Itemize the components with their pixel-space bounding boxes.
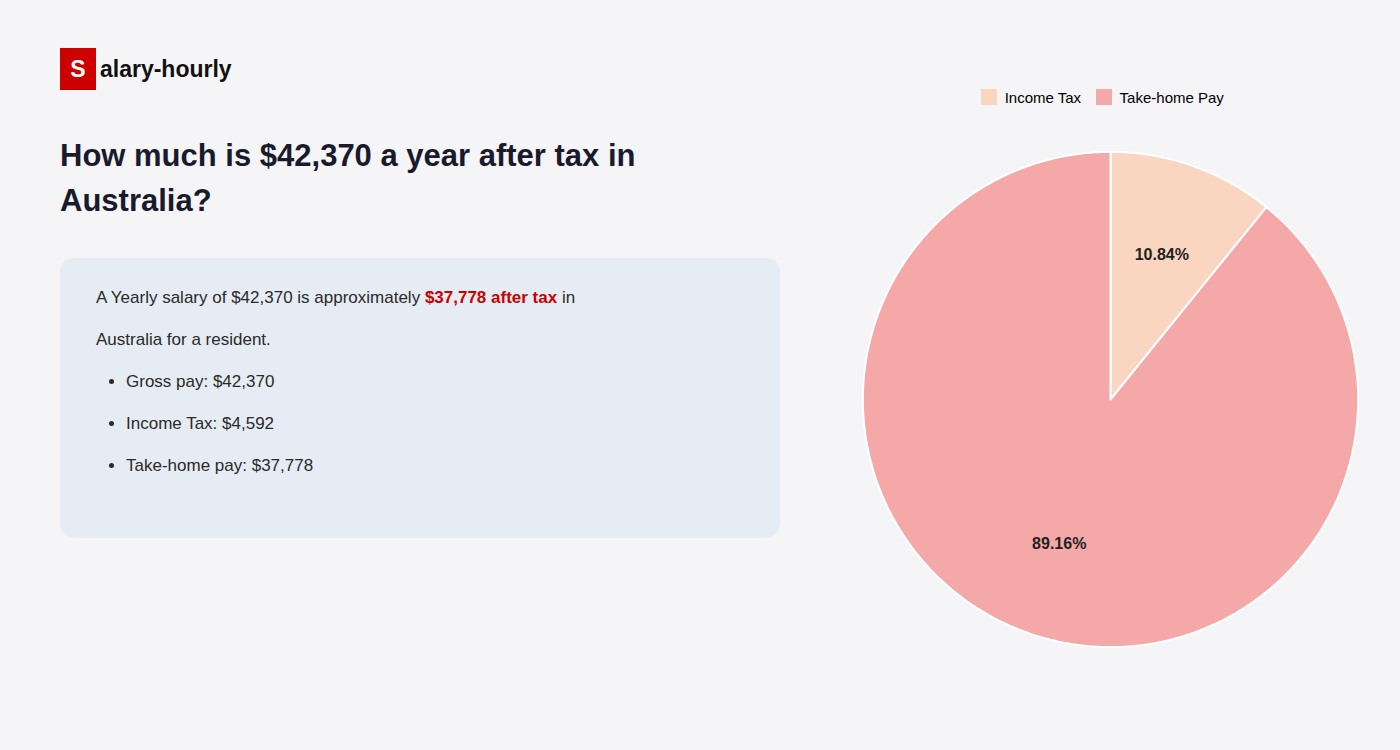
html-text:Take-home pay: $37,778: Take-home pay: $37,778	[126, 455, 314, 475]
svg-text:10.84%: 10.84%	[1135, 246, 1189, 263]
html-text:A Yearly salary of $42,370 is: A Yearly salary of $42,370 is approximat…	[96, 287, 576, 307]
html-text:Gross pay: $42,370: Gross pay: $42,370	[126, 371, 275, 391]
html-text:Income Tax: Income Tax	[1004, 88, 1082, 106]
html-text:Australia for a resident.: Australia for a resident.	[96, 329, 271, 349]
html-text:S: S	[70, 55, 86, 82]
html-text:Income Tax: $4,592: Income Tax: $4,592	[126, 413, 275, 433]
html-text:Take-home Pay: Take-home Pay	[1119, 88, 1224, 106]
html-text:alary-hourly: alary-hourly	[100, 55, 232, 82]
html-text:How much is $42,370 a year aft: How much is $42,370 a year after tax in …	[60, 138, 636, 218]
svg-text:89.16%: 89.16%	[1032, 536, 1086, 553]
